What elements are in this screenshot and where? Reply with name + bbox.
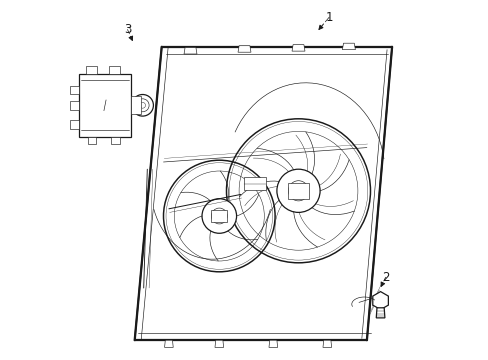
- Polygon shape: [109, 66, 120, 74]
- Polygon shape: [288, 183, 308, 199]
- Circle shape: [202, 199, 236, 233]
- Polygon shape: [342, 43, 355, 50]
- Polygon shape: [211, 210, 227, 222]
- Polygon shape: [183, 48, 197, 54]
- Polygon shape: [86, 66, 97, 74]
- Polygon shape: [268, 340, 277, 347]
- Polygon shape: [164, 340, 173, 347]
- Polygon shape: [215, 340, 223, 347]
- Polygon shape: [70, 120, 79, 129]
- Polygon shape: [291, 45, 305, 51]
- Circle shape: [276, 169, 320, 212]
- Polygon shape: [238, 46, 250, 52]
- Text: 3: 3: [123, 23, 131, 36]
- Polygon shape: [70, 86, 79, 94]
- Polygon shape: [322, 340, 331, 347]
- Polygon shape: [134, 47, 391, 340]
- Polygon shape: [375, 308, 384, 318]
- Polygon shape: [111, 137, 120, 144]
- Text: 2: 2: [381, 271, 388, 284]
- Text: 1: 1: [325, 11, 332, 24]
- Polygon shape: [70, 101, 79, 109]
- Polygon shape: [372, 292, 387, 310]
- Polygon shape: [244, 177, 265, 190]
- Polygon shape: [88, 137, 96, 144]
- Polygon shape: [79, 74, 131, 137]
- Polygon shape: [131, 96, 141, 114]
- Circle shape: [132, 94, 153, 116]
